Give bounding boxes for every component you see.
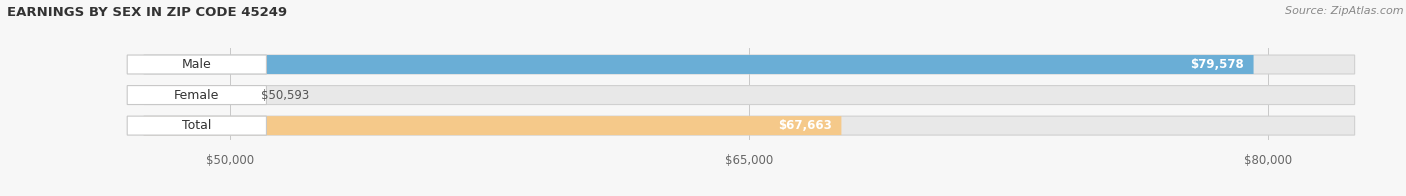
- FancyBboxPatch shape: [127, 55, 267, 74]
- FancyBboxPatch shape: [143, 86, 1354, 104]
- FancyBboxPatch shape: [143, 55, 1254, 74]
- Text: $67,663: $67,663: [778, 119, 832, 132]
- FancyBboxPatch shape: [127, 116, 267, 135]
- Text: Male: Male: [181, 58, 212, 71]
- Text: EARNINGS BY SEX IN ZIP CODE 45249: EARNINGS BY SEX IN ZIP CODE 45249: [7, 6, 287, 19]
- FancyBboxPatch shape: [143, 116, 1354, 135]
- Text: Source: ZipAtlas.com: Source: ZipAtlas.com: [1285, 6, 1403, 16]
- FancyBboxPatch shape: [127, 86, 267, 104]
- FancyBboxPatch shape: [143, 116, 841, 135]
- Text: Female: Female: [174, 89, 219, 102]
- Text: Total: Total: [183, 119, 211, 132]
- Text: $79,578: $79,578: [1189, 58, 1244, 71]
- Text: $50,593: $50,593: [260, 89, 309, 102]
- FancyBboxPatch shape: [143, 55, 1354, 74]
- FancyBboxPatch shape: [143, 86, 250, 104]
